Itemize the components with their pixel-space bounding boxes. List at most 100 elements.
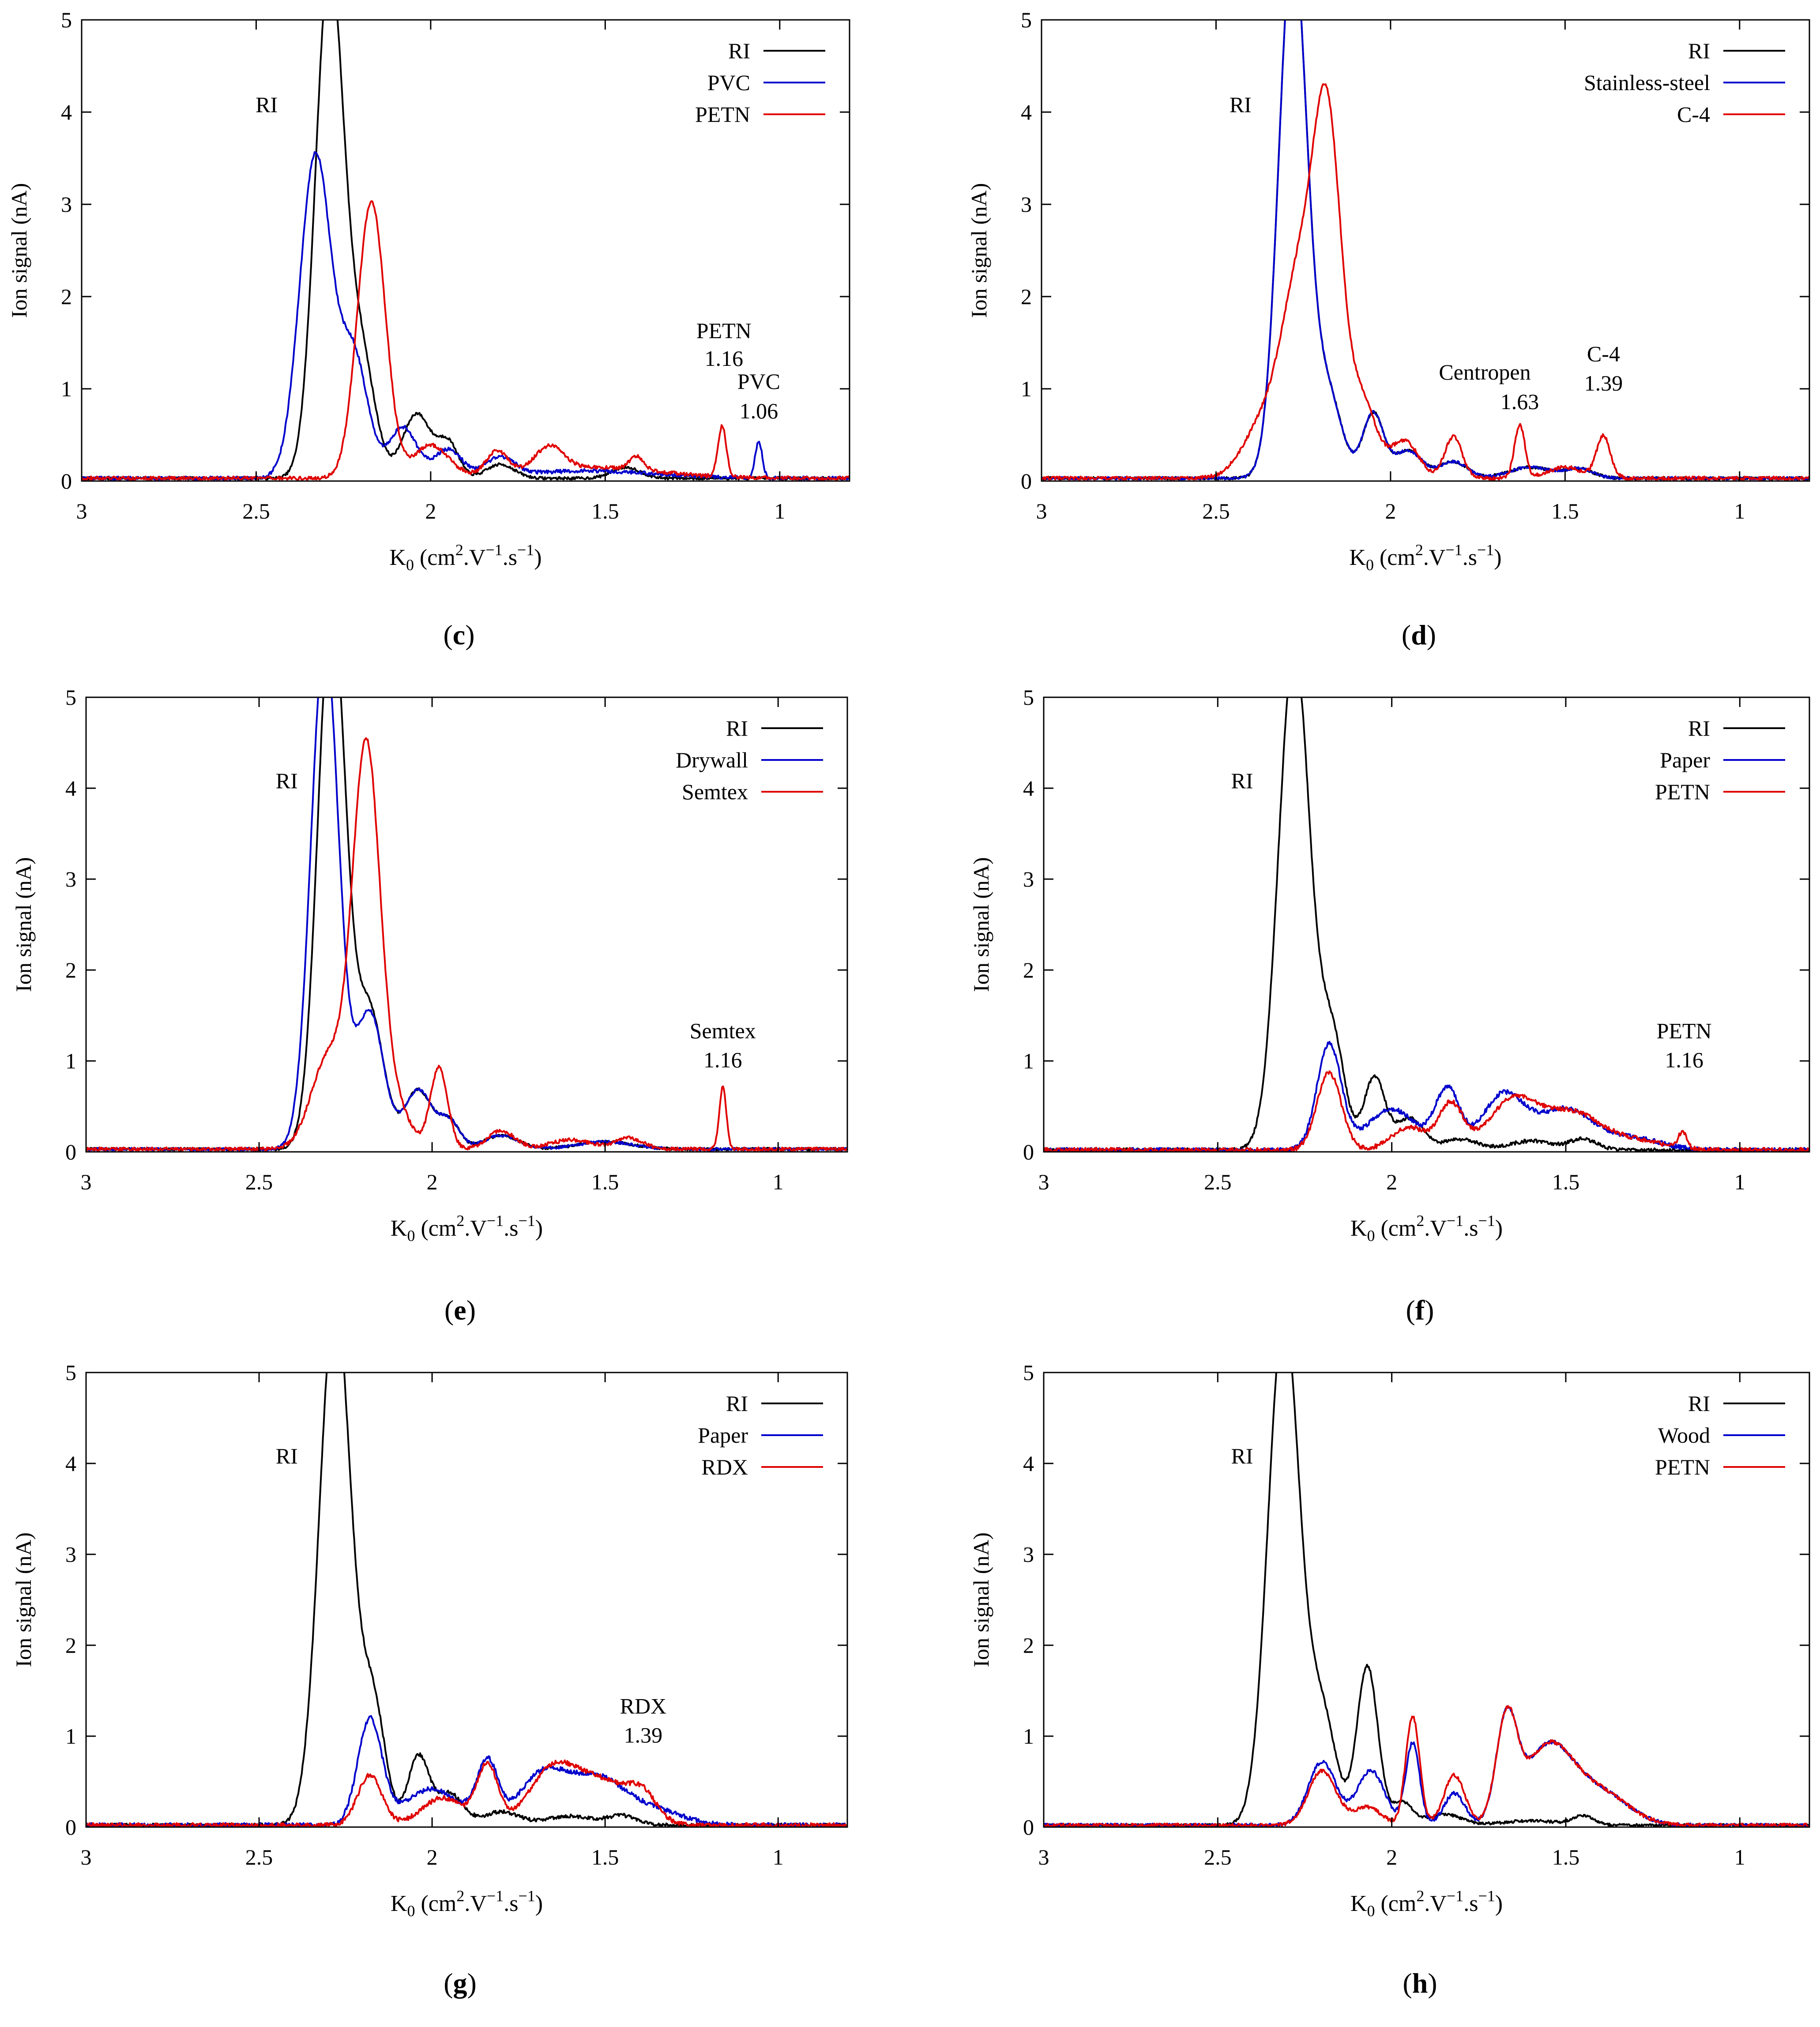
x-axis-label-part: 2 [456,1887,464,1905]
x-axis-label-part: (cm [415,1216,456,1241]
x-axis-label-part: −1 [1478,1212,1495,1230]
x-tick-label: 1.5 [1552,1845,1580,1869]
y-tick-label: 0 [65,1139,76,1164]
plot-area [82,20,850,481]
legend-label: RI [1688,1391,1710,1416]
y-axis-label: Ion signal (nA) [969,857,993,992]
series-line-pvc [82,151,850,481]
y-tick-label: 2 [65,958,76,982]
x-axis-label-part: −1 [487,1887,504,1905]
y-tick-label: 0 [61,469,72,493]
x-axis-label-part: 2 [1416,1887,1424,1905]
caption-letter: e [454,1294,466,1326]
y-tick-label: 3 [1021,192,1032,217]
x-axis-label-part: .V [1424,1216,1447,1241]
x-axis-label-part: .V [464,1216,487,1241]
caption-paren: ( [444,1294,454,1326]
x-axis-label-part: K [1350,1891,1367,1916]
x-tick-label: 1.5 [1551,499,1579,523]
legend-label: PETN [695,102,750,127]
x-axis-label-part: (cm [414,545,455,570]
x-axis-label-part: 0 [1367,1902,1375,1920]
plot-frame [1043,696,1810,1153]
x-tick-label: 3 [81,1170,92,1194]
peak-annotation: 1.16 [703,1047,742,1072]
x-axis-label-part: 2 [455,541,463,559]
caption-letter: c [453,619,465,651]
x-axis-label-part: 0 [407,1227,415,1245]
y-tick-label: 4 [1023,1451,1034,1476]
x-axis-label-part: K [1350,1216,1367,1241]
x-axis-label-part: 2 [1415,541,1423,559]
x-axis-label-part: .V [463,545,486,570]
x-axis-label-part: (cm [415,1891,456,1916]
legend-label: Drywall [676,748,748,772]
peak-annotation: RI [1230,92,1252,117]
legend-label: Paper [1660,748,1710,772]
x-axis-label-part: .s [1463,1891,1478,1916]
panel-caption: (d) [1402,619,1436,651]
peak-annotation: 1.16 [705,346,744,371]
y-tick-label: 4 [1021,100,1032,124]
series-line-petn [82,200,850,481]
y-axis-label: Ion signal (nA) [966,183,991,318]
legend-label: Paper [698,1423,748,1448]
y-tick-label: 5 [1021,8,1032,32]
legend-label: RDX [701,1455,748,1479]
peak-annotation: Semtex [690,1019,756,1043]
y-tick-label: 0 [1023,1139,1034,1164]
y-tick-label: 2 [1023,1633,1034,1658]
x-axis-label-part: K [1349,545,1366,570]
y-tick-label: 5 [65,1360,76,1385]
x-tick-label: 1.5 [591,499,619,523]
y-tick-label: 2 [1021,284,1032,309]
y-tick-label: 4 [65,776,76,801]
y-tick-label: 2 [1023,958,1034,982]
legend-label: PETN [1655,1455,1710,1479]
peak-annotation: C-4 [1587,341,1620,366]
plot-frame [85,1372,848,1828]
caption-letter: g [453,1967,467,1999]
y-tick-label: 1 [1023,1049,1034,1073]
x-axis-label-part: K [389,545,406,570]
x-axis-label: K0 (cm2.V−1.s−1) [1349,541,1501,574]
x-tick-label: 1 [1734,499,1745,523]
peak-annotation: 1.16 [1665,1047,1703,1072]
legend-label: C-4 [1677,102,1710,127]
panel-caption: (h) [1403,1967,1437,1999]
legend-label: RI [1688,38,1710,63]
plot-frame [85,696,848,1153]
y-axis-label: Ion signal (nA) [7,183,31,318]
peak-annotation: 1.39 [1584,371,1623,395]
y-tick-label: 3 [65,1542,76,1567]
x-axis-label-part: ) [534,545,541,570]
x-axis-label-part: K [391,1891,407,1916]
x-axis-label-part: −1 [1445,541,1462,559]
y-tick-label: 3 [61,192,72,217]
x-tick-label: 2.5 [1204,1845,1232,1869]
panel-caption: (c) [443,619,474,651]
peak-annotation: PETN [696,318,752,343]
peak-annotation: RI [276,1444,298,1468]
x-tick-label: 2 [1386,1170,1397,1194]
y-tick-label: 1 [1023,1724,1034,1749]
x-axis-label-part: .s [1463,1216,1478,1241]
x-axis-label: K0 (cm2.V−1.s−1) [391,1887,543,1920]
series-line-ri [86,1373,847,1827]
y-tick-label: 0 [1023,1815,1034,1839]
y-tick-label: 1 [65,1724,76,1749]
series-line-c-4 [1042,83,1809,481]
legend-label: RI [1688,716,1710,741]
y-tick-label: 1 [65,1049,76,1073]
x-tick-label: 2 [1385,499,1396,523]
x-axis-label-part: ) [1495,1216,1503,1241]
x-tick-label: 3 [81,1845,92,1869]
x-axis-label-part: .s [504,1891,518,1916]
series-line-rdx [86,1759,847,1827]
peak-annotation: 1.39 [624,1722,663,1747]
x-axis-label-part: 0 [406,556,414,574]
x-tick-label: 2 [425,499,436,523]
plot-area [1044,1373,1809,1827]
series-line-petn [1044,1705,1809,1827]
